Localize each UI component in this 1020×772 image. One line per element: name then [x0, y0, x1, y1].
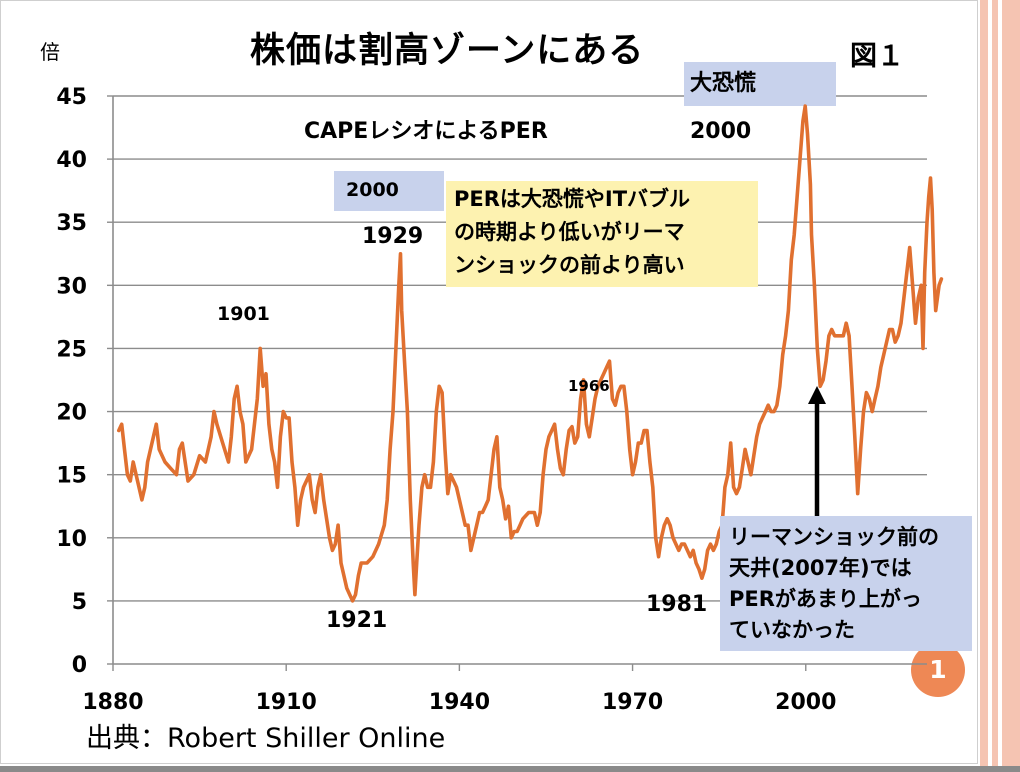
x-tick-label-1880: 1880	[82, 690, 143, 715]
yellow-note-line-3: ンショックの前より高い	[454, 253, 685, 277]
y-tick-labels: 0 5 10 15 20 25 30 35 40 45	[56, 85, 87, 678]
figure-label: 図１	[850, 41, 904, 72]
accent-stripe-2	[992, 0, 998, 772]
blue-note-line-4: ていなかった	[729, 618, 855, 642]
annotation-1981: 1981	[646, 592, 707, 617]
blue-note-line-1: リーマンショック前の	[729, 525, 939, 549]
window-bottom-bar	[0, 766, 1020, 772]
annotation-1901: 1901	[217, 303, 270, 325]
great-depression-callout-box	[334, 171, 444, 211]
blue-note-line-2: 天井(2007年)では	[729, 556, 912, 580]
yellow-note-line-2: の時期より低いがリーマ	[454, 220, 685, 244]
accent-stripe-1	[980, 0, 988, 772]
y-tick-label-35: 35	[56, 211, 87, 236]
it-bubble-callout: 大恐慌	[690, 70, 756, 96]
it-bubble-callout-box	[684, 62, 836, 106]
y-axis-unit-label: 倍	[40, 40, 60, 64]
y-tick-label-20: 20	[56, 401, 87, 426]
y-tick-label-0: 0	[72, 653, 87, 678]
annotation-1966: 1966	[568, 377, 610, 395]
x-tick-labels: 1880 1910 1940 1970 2000	[82, 690, 836, 715]
cape-per-line	[117, 104, 944, 603]
x-tick-label-1910: 1910	[256, 690, 317, 715]
x-tick-label-2000: 2000	[775, 690, 836, 715]
page-number-badge: 1	[911, 643, 965, 697]
great-depression-callout: 2000	[346, 179, 399, 201]
slide-title: 株価は割高ゾーンにある	[250, 31, 645, 71]
pointer-arrow-head	[808, 386, 826, 404]
source-credit: 出典：Robert Shiller Online	[86, 723, 446, 754]
yellow-note-line-1: PERは大恐慌やITバブル	[454, 187, 690, 211]
x-tick-label-1940: 1940	[429, 690, 490, 715]
blue-note-box	[720, 516, 972, 651]
x-tick-label-1970: 1970	[602, 690, 663, 715]
y-tick-label-40: 40	[56, 148, 87, 173]
y-tick-label-30: 30	[56, 274, 87, 299]
y-tick-label-5: 5	[72, 590, 87, 615]
chart-axes	[107, 95, 927, 671]
chart-title: CAPEレシオによるPER	[304, 119, 548, 144]
y-tick-label-15: 15	[56, 464, 87, 489]
annotation-2000: 2000	[690, 119, 751, 144]
y-tick-label-25: 25	[56, 337, 87, 362]
annotation-1929: 1929	[362, 224, 423, 249]
slide-border	[0, 0, 978, 764]
y-tick-label-10: 10	[56, 527, 87, 552]
accent-stripe-3	[1002, 0, 1020, 772]
annotation-1921: 1921	[326, 608, 387, 633]
yellow-note-box	[446, 181, 758, 287]
y-tick-label-45: 45	[56, 85, 87, 110]
blue-note-line-3: PERがあまり上がっ	[729, 587, 922, 611]
